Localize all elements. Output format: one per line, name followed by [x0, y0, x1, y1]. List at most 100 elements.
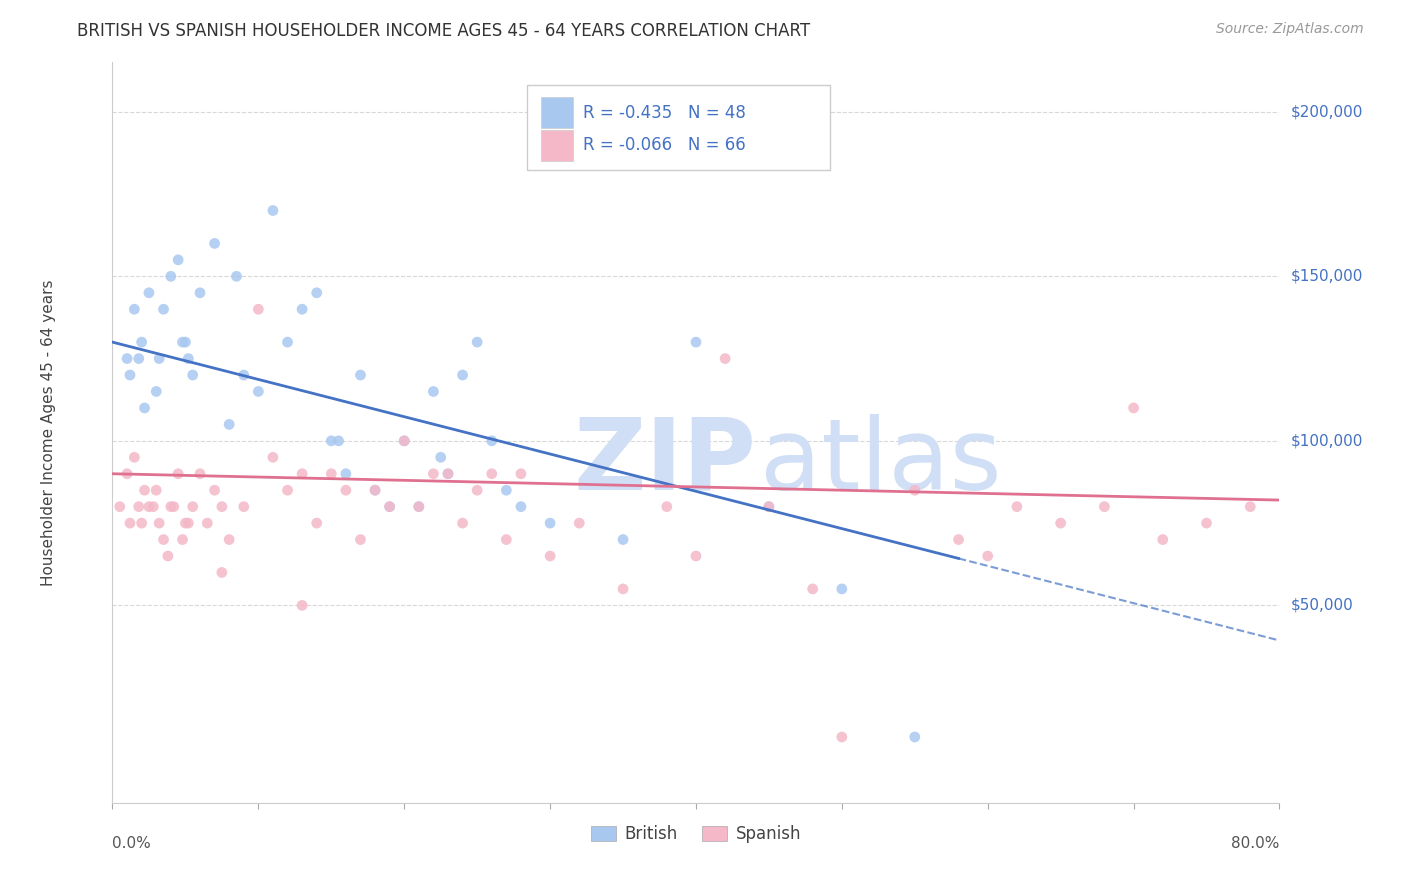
- Point: [138, 285, 160, 300]
- Point: [225, 269, 247, 284]
- Point: [568, 516, 591, 530]
- Point: [262, 203, 284, 218]
- Point: [156, 549, 179, 563]
- Point: [172, 335, 194, 350]
- Point: [148, 516, 170, 530]
- Point: [142, 500, 165, 514]
- Point: [124, 450, 146, 465]
- Point: [429, 450, 451, 465]
- Point: [758, 500, 780, 514]
- Point: [408, 500, 430, 514]
- Point: [1239, 500, 1261, 514]
- Point: [134, 401, 156, 415]
- Point: [394, 434, 416, 448]
- Point: [758, 500, 780, 514]
- Point: [204, 236, 226, 251]
- Point: [305, 516, 328, 530]
- Point: [1005, 500, 1028, 514]
- Point: [128, 500, 150, 514]
- Point: [451, 516, 474, 530]
- Point: [211, 566, 233, 580]
- Point: [181, 500, 204, 514]
- Text: Householder Income Ages 45 - 64 years: Householder Income Ages 45 - 64 years: [41, 279, 56, 586]
- Point: [232, 500, 254, 514]
- Point: [495, 483, 517, 498]
- Point: [328, 434, 350, 448]
- Point: [349, 533, 371, 547]
- Point: [211, 500, 233, 514]
- Text: R = -0.066   N = 66: R = -0.066 N = 66: [582, 136, 745, 154]
- Point: [174, 516, 197, 530]
- Point: [948, 533, 970, 547]
- Point: [177, 516, 200, 530]
- Point: [349, 368, 371, 382]
- Point: [115, 467, 138, 481]
- Point: [509, 500, 531, 514]
- Point: [138, 500, 160, 514]
- Point: [831, 730, 853, 744]
- Text: atlas: atlas: [761, 414, 1002, 511]
- Text: $50,000: $50,000: [1291, 598, 1354, 613]
- Point: [437, 467, 460, 481]
- Point: [1122, 401, 1144, 415]
- Point: [305, 285, 328, 300]
- Text: $100,000: $100,000: [1291, 434, 1364, 449]
- Point: [465, 483, 488, 498]
- Point: [131, 516, 153, 530]
- Text: $200,000: $200,000: [1291, 104, 1364, 120]
- Point: [904, 730, 927, 744]
- Point: [1094, 500, 1116, 514]
- Point: [408, 500, 430, 514]
- Point: [115, 351, 138, 366]
- Point: [364, 483, 387, 498]
- Point: [188, 467, 211, 481]
- Point: [422, 384, 444, 399]
- Point: [976, 549, 998, 563]
- Point: [1195, 516, 1218, 530]
- Point: [172, 533, 194, 547]
- Point: [247, 302, 270, 317]
- Point: [801, 582, 824, 596]
- Point: [538, 516, 561, 530]
- FancyBboxPatch shape: [541, 97, 574, 128]
- Point: [321, 434, 343, 448]
- Point: [152, 302, 174, 317]
- Point: [437, 467, 460, 481]
- Point: [195, 516, 218, 530]
- Point: [685, 335, 707, 350]
- Point: [291, 302, 314, 317]
- Text: R = -0.435   N = 48: R = -0.435 N = 48: [582, 103, 745, 122]
- Point: [495, 533, 517, 547]
- Point: [262, 450, 284, 465]
- Point: [291, 599, 314, 613]
- Point: [160, 269, 183, 284]
- Point: [509, 467, 531, 481]
- Text: 0.0%: 0.0%: [112, 836, 152, 851]
- Point: [714, 351, 737, 366]
- Point: [148, 351, 170, 366]
- FancyBboxPatch shape: [541, 130, 574, 161]
- Point: [145, 384, 167, 399]
- Text: Source: ZipAtlas.com: Source: ZipAtlas.com: [1216, 22, 1364, 37]
- Point: [118, 516, 141, 530]
- Point: [321, 467, 343, 481]
- Point: [378, 500, 401, 514]
- Point: [277, 335, 299, 350]
- Point: [181, 368, 204, 382]
- Text: 80.0%: 80.0%: [1232, 836, 1279, 851]
- Text: ZIP: ZIP: [574, 414, 756, 511]
- Point: [118, 368, 141, 382]
- Point: [612, 582, 634, 596]
- Point: [160, 500, 183, 514]
- FancyBboxPatch shape: [527, 85, 830, 169]
- Point: [685, 549, 707, 563]
- Point: [451, 368, 474, 382]
- Point: [167, 467, 190, 481]
- Point: [335, 483, 357, 498]
- Point: [218, 533, 240, 547]
- Point: [108, 500, 131, 514]
- Point: [335, 467, 357, 481]
- Point: [145, 483, 167, 498]
- Point: [152, 533, 174, 547]
- Point: [131, 335, 153, 350]
